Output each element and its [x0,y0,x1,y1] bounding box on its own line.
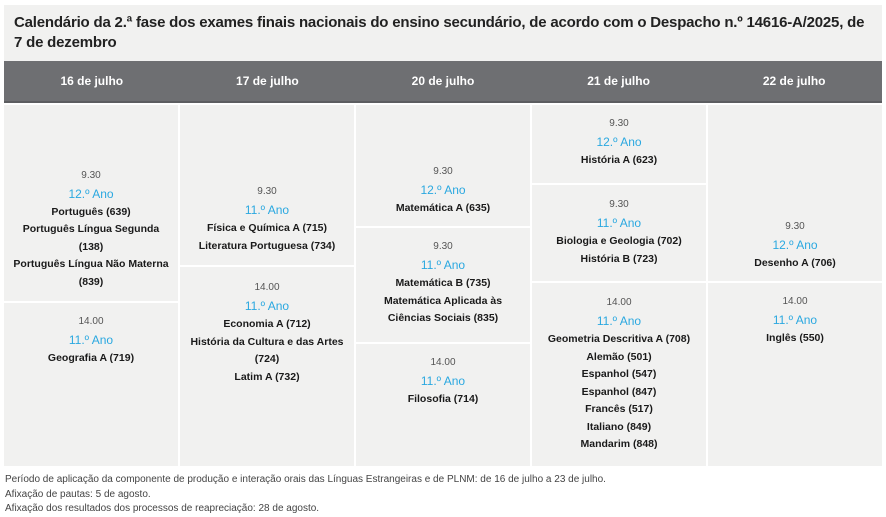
exam-item: Alemão (501) [586,350,652,363]
exam-item: Francês (517) [585,403,653,415]
day-header: 20 de julho [411,74,475,88]
day-header: 17 de julho [236,74,299,88]
exam-item: Inglês (550) [766,332,824,344]
session-year: 12.º Ano [68,186,114,201]
exam-item: Matemática A (635) [395,201,491,214]
session-year: 11.º Ano [596,216,642,230]
exam-item: Português Língua Não Materna (839) [13,258,169,288]
session-cell: 14.00 11.º Ano Economia A (712) História… [180,267,354,466]
session-time: 9.30 [785,220,805,232]
exam-item: Português Língua Segunda (138) [22,223,160,253]
day-header: 21 de julho [587,74,650,88]
exam-item: Português (639) [51,205,131,218]
day-column: 9.30 12.º Ano História A (623) 9.30 11.º… [532,105,706,466]
session-year: 12.º Ano [420,182,466,197]
session-cell: 14.00 11.º Ano Geometria Descritiva A (7… [532,283,706,466]
session-cell: 9.30 12.º Ano Português (639) Português … [4,105,178,301]
session-year: 11.º Ano [244,299,290,313]
exam-item: Desenho A (706) [754,256,836,269]
session-year: 11.º Ano [244,203,290,217]
day-column: 9.30 12.º Ano Desenho A (706) 14.00 11.º… [708,105,882,466]
session-cell: 14.00 11.º Ano Geografia A (719) [4,303,178,466]
exam-item: História B (723) [580,252,658,265]
session-cell: 9.30 11.º Ano Biologia e Geologia (702) … [532,185,706,281]
day-column: 9.30 11.º Ano Física e Química A (715) L… [180,105,354,466]
session-time: 14.00 [606,297,632,308]
session-year: 12.º Ano [772,237,818,252]
session-cell: 9.30 11.º Ano Física e Química A (715) L… [180,105,354,265]
exam-item: Geometria Descritiva A (708) [547,333,691,345]
day-column: 9.30 12.º Ano Matemática A (635) 9.30 11… [356,105,530,466]
session-time: 9.30 [257,186,277,197]
title-bar: Calendário da 2.ª fase dos exames finais… [4,5,882,61]
footnotes: Período de aplicação da componente de pr… [5,473,606,517]
exam-item: Espanhol (547) [581,368,657,380]
session-cell: 9.30 11.º Ano Matemática B (735) Matemát… [356,228,530,342]
session-year: 11.º Ano [420,258,466,272]
session-time: 9.30 [609,199,629,210]
exam-item: Latim A (732) [234,370,300,383]
session-year: 11.º Ano [772,313,818,327]
session-year: 12.º Ano [596,135,642,149]
session-time: 9.30 [609,118,629,129]
exam-item: História da Cultura e das Artes (724) [190,335,344,366]
exam-item: Literatura Portuguesa (734) [198,239,336,252]
exam-item: Física e Química A (715) [206,222,328,234]
exam-item: Geografia A (719) [47,352,135,364]
session-cell: 9.30 12.º Ano Desenho A (706) [708,105,882,281]
exam-item: Espanhol (847) [581,385,657,398]
session-year: 11.º Ano [68,333,114,347]
exam-item: Matemática B (735) [395,277,491,289]
session-time: 14.00 [430,357,456,368]
exam-item: Mandarim (848) [580,438,658,450]
session-time: 9.30 [433,165,453,177]
session-cell: 9.30 12.º Ano História A (623) [532,105,706,183]
session-cell: 14.00 11.º Ano Filosofia (714) [356,344,530,466]
table-header: 16 de julho 17 de julho 20 de julho 21 d… [4,61,882,103]
day-header: 16 de julho [60,74,124,88]
session-year: 11.º Ano [420,374,466,388]
exam-item: Biologia e Geologia (702) [556,235,682,247]
exam-item: Matemática Aplicada às Ciências Sociais … [383,294,503,325]
session-time: 14.00 [78,316,104,327]
footnote: Afixação de pautas: 5 de agosto. [5,488,151,500]
footnote: Período de aplicação da componente de pr… [5,474,606,485]
page-title: Calendário da 2.ª fase dos exames finais… [14,14,865,51]
session-time: 14.00 [782,296,808,307]
footnote: Afixação dos resultados dos processos de… [5,503,320,514]
exam-item: História A (623) [580,154,658,166]
session-cell: 9.30 12.º Ano Matemática A (635) [356,105,530,226]
session-time: 9.30 [433,241,453,252]
day-column: 9.30 12.º Ano Português (639) Português … [4,105,178,466]
session-time: 9.30 [81,169,101,181]
schedule-grid: 9.30 12.º Ano Português (639) Português … [4,105,882,466]
session-time: 14.00 [254,282,280,293]
session-cell: 14.00 11.º Ano Inglês (550) [708,283,882,466]
exam-item: Italiano (849) [586,420,652,433]
session-year: 11.º Ano [596,314,642,328]
exam-item: Economia A (712) [223,318,311,330]
exam-item: Filosofia (714) [407,393,479,405]
day-header: 22 de julho [762,74,826,88]
